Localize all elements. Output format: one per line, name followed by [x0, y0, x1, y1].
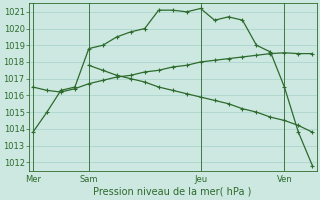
X-axis label: Pression niveau de la mer( hPa ): Pression niveau de la mer( hPa ) — [93, 187, 252, 197]
